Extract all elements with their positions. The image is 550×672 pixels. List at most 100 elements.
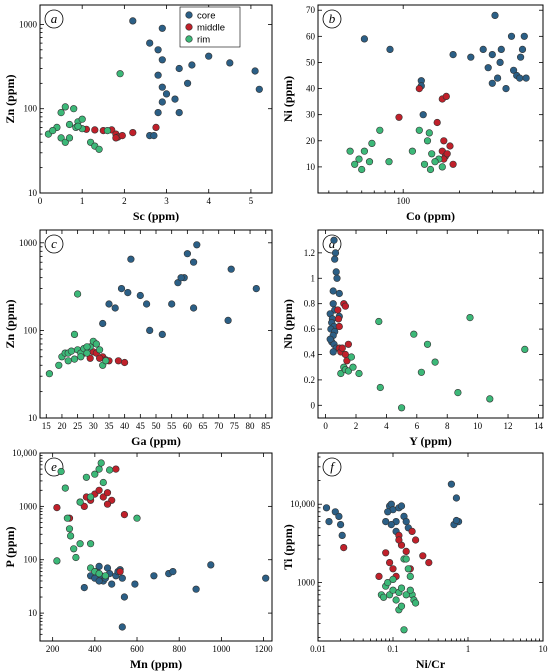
point-rim bbox=[57, 134, 65, 142]
point-core bbox=[120, 593, 128, 601]
point-rim bbox=[438, 163, 446, 171]
plot-frame bbox=[317, 4, 544, 194]
x-tick-label: 80 bbox=[246, 421, 256, 431]
point-rim bbox=[349, 363, 357, 371]
x-tick-label: 35 bbox=[104, 421, 114, 431]
y-tick-label: 10 bbox=[28, 188, 38, 198]
point-middle bbox=[103, 489, 112, 497]
x-tick-label: 0.01 bbox=[310, 644, 326, 654]
x-axis-title: Co (ppm) bbox=[406, 209, 455, 223]
x-tick-label: 25 bbox=[73, 421, 83, 431]
point-rim bbox=[86, 493, 95, 501]
point-rim bbox=[355, 155, 363, 163]
point-rim bbox=[61, 103, 69, 111]
point-core bbox=[154, 71, 162, 79]
point-rim bbox=[428, 150, 436, 158]
point-core bbox=[207, 561, 215, 569]
point-middle bbox=[112, 134, 120, 142]
x-tick-label: 0 bbox=[323, 421, 328, 431]
point-rim bbox=[70, 355, 79, 363]
point-rim bbox=[102, 357, 110, 365]
panel-letter: e bbox=[51, 459, 57, 474]
panel-letter: c bbox=[51, 236, 57, 251]
point-rim bbox=[92, 340, 100, 348]
point-middle bbox=[419, 552, 427, 560]
point-rim bbox=[417, 368, 426, 376]
point-rim bbox=[70, 545, 78, 553]
point-core bbox=[95, 562, 103, 571]
point-middle bbox=[152, 123, 160, 131]
y-tick-label: 10,000 bbox=[12, 448, 37, 458]
point-rim bbox=[61, 484, 69, 492]
plot-frame bbox=[39, 229, 273, 419]
point-middle bbox=[334, 306, 342, 314]
x-tick-label: 1000 bbox=[212, 644, 231, 654]
point-rim bbox=[368, 139, 376, 147]
point-core bbox=[333, 274, 341, 282]
point-core bbox=[190, 304, 198, 312]
point-rim bbox=[95, 569, 103, 578]
point-rim bbox=[384, 578, 392, 587]
point-core bbox=[509, 66, 518, 74]
point-rim bbox=[70, 330, 79, 339]
point-core bbox=[419, 111, 427, 119]
point-rim bbox=[337, 369, 345, 378]
y-tick-label: 0.2 bbox=[304, 375, 315, 385]
point-core bbox=[255, 85, 263, 93]
point-rim bbox=[402, 555, 410, 563]
y-tick-label: 20 bbox=[306, 136, 316, 146]
point-middle bbox=[120, 510, 128, 519]
point-core bbox=[325, 517, 333, 526]
point-core bbox=[452, 494, 461, 502]
point-rim bbox=[67, 347, 75, 355]
point-rim bbox=[91, 470, 99, 478]
point-middle bbox=[449, 160, 457, 168]
point-rim bbox=[45, 370, 54, 378]
point-middle bbox=[408, 527, 416, 536]
point-core bbox=[479, 45, 487, 54]
point-rim bbox=[65, 120, 74, 129]
point-rim bbox=[78, 115, 86, 123]
point-core bbox=[326, 335, 334, 343]
point-core bbox=[329, 287, 337, 295]
point-middle bbox=[341, 350, 350, 359]
point-middle bbox=[382, 549, 390, 557]
point-middle bbox=[338, 344, 346, 352]
point-core bbox=[111, 304, 119, 312]
x-tick-label: 100 bbox=[396, 196, 410, 206]
point-rim bbox=[74, 122, 82, 130]
x-tick-label: 1 bbox=[466, 644, 471, 654]
point-core bbox=[158, 83, 166, 91]
point-core bbox=[118, 623, 126, 631]
x-tick-label: 400 bbox=[88, 644, 102, 654]
panel-letter-circle bbox=[44, 9, 64, 29]
point-middle bbox=[118, 132, 126, 140]
point-rim bbox=[360, 147, 369, 155]
point-core bbox=[183, 250, 191, 258]
point-middle bbox=[129, 129, 137, 137]
point-rim bbox=[365, 158, 374, 166]
point-rim bbox=[351, 160, 359, 168]
point-rim bbox=[404, 565, 412, 573]
point-rim bbox=[344, 367, 353, 375]
point-core bbox=[136, 291, 144, 300]
point-rim bbox=[99, 478, 107, 487]
x-tick-label: 200 bbox=[46, 644, 60, 654]
point-rim bbox=[83, 343, 91, 351]
point-rim bbox=[521, 345, 529, 354]
point-rim bbox=[358, 165, 366, 174]
point-core bbox=[118, 574, 126, 582]
point-rim bbox=[103, 127, 112, 135]
x-axis-title: Sc (ppm) bbox=[133, 209, 179, 223]
x-tick-label: 2 bbox=[354, 421, 359, 431]
y-tick-label: 1000 bbox=[19, 19, 38, 29]
point-core bbox=[329, 348, 337, 356]
x-tick-label: 4 bbox=[206, 196, 211, 206]
point-rim bbox=[105, 466, 114, 474]
point-middle bbox=[80, 502, 88, 511]
point-middle bbox=[443, 150, 451, 158]
plot-frame bbox=[39, 452, 273, 642]
point-core bbox=[95, 577, 103, 585]
point-middle bbox=[442, 92, 450, 100]
point-middle bbox=[446, 142, 454, 150]
